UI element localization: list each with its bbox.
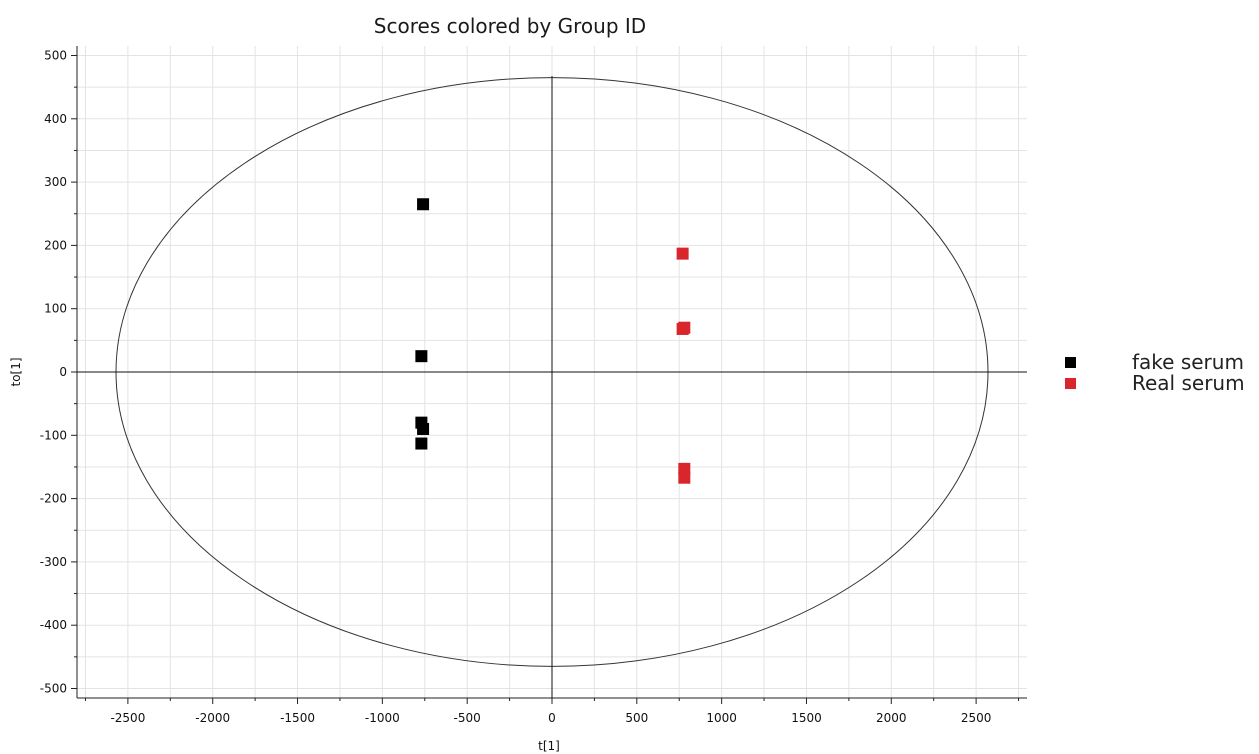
y-tick-label: -200 xyxy=(40,492,67,506)
legend-label: fake serum xyxy=(1132,350,1244,374)
data-point xyxy=(415,437,428,450)
y-tick-label: -100 xyxy=(40,428,67,442)
x-tick-label: 2000 xyxy=(876,711,907,725)
x-tick-label: 1500 xyxy=(791,711,822,725)
y-tick-label: 300 xyxy=(44,175,67,189)
data-point xyxy=(678,471,691,484)
y-tick-label: 200 xyxy=(44,238,67,252)
y-tick-label: 100 xyxy=(44,302,67,316)
x-tick-label: 1000 xyxy=(706,711,737,725)
x-tick-label: -500 xyxy=(454,711,481,725)
data-point xyxy=(417,422,430,435)
axes xyxy=(71,46,1027,704)
legend-marker xyxy=(1065,378,1076,389)
data-points xyxy=(415,198,691,484)
legend-label: Real serum xyxy=(1132,371,1245,395)
x-tick-label: -2500 xyxy=(110,711,145,725)
y-tick-label: 0 xyxy=(59,365,67,379)
x-tick-label: -1000 xyxy=(365,711,400,725)
y-axis-title: to[1] xyxy=(9,357,23,386)
x-tick-label: 500 xyxy=(625,711,648,725)
y-tick-label: -500 xyxy=(40,682,67,696)
data-point xyxy=(676,247,689,260)
y-tick-label: 500 xyxy=(44,48,67,62)
data-point xyxy=(678,321,691,334)
y-tick-label: -400 xyxy=(40,618,67,632)
x-axis-title: t[1] xyxy=(538,739,560,753)
legend-marker xyxy=(1065,357,1076,368)
x-tick-label: -2000 xyxy=(195,711,230,725)
x-tick-label: 0 xyxy=(548,711,556,725)
y-tick-label: -300 xyxy=(40,555,67,569)
data-point xyxy=(415,350,428,363)
x-tick-label: 2500 xyxy=(961,711,992,725)
y-tick-label: 400 xyxy=(44,112,67,126)
data-point xyxy=(417,198,430,211)
x-tick-label: -1500 xyxy=(280,711,315,725)
tick-labels: -2500 -2000 -1500 -1000 -500 0 500 1000 1500 2000… xyxy=(40,48,992,725)
chart-title: Scores colored by Group ID xyxy=(374,14,646,38)
